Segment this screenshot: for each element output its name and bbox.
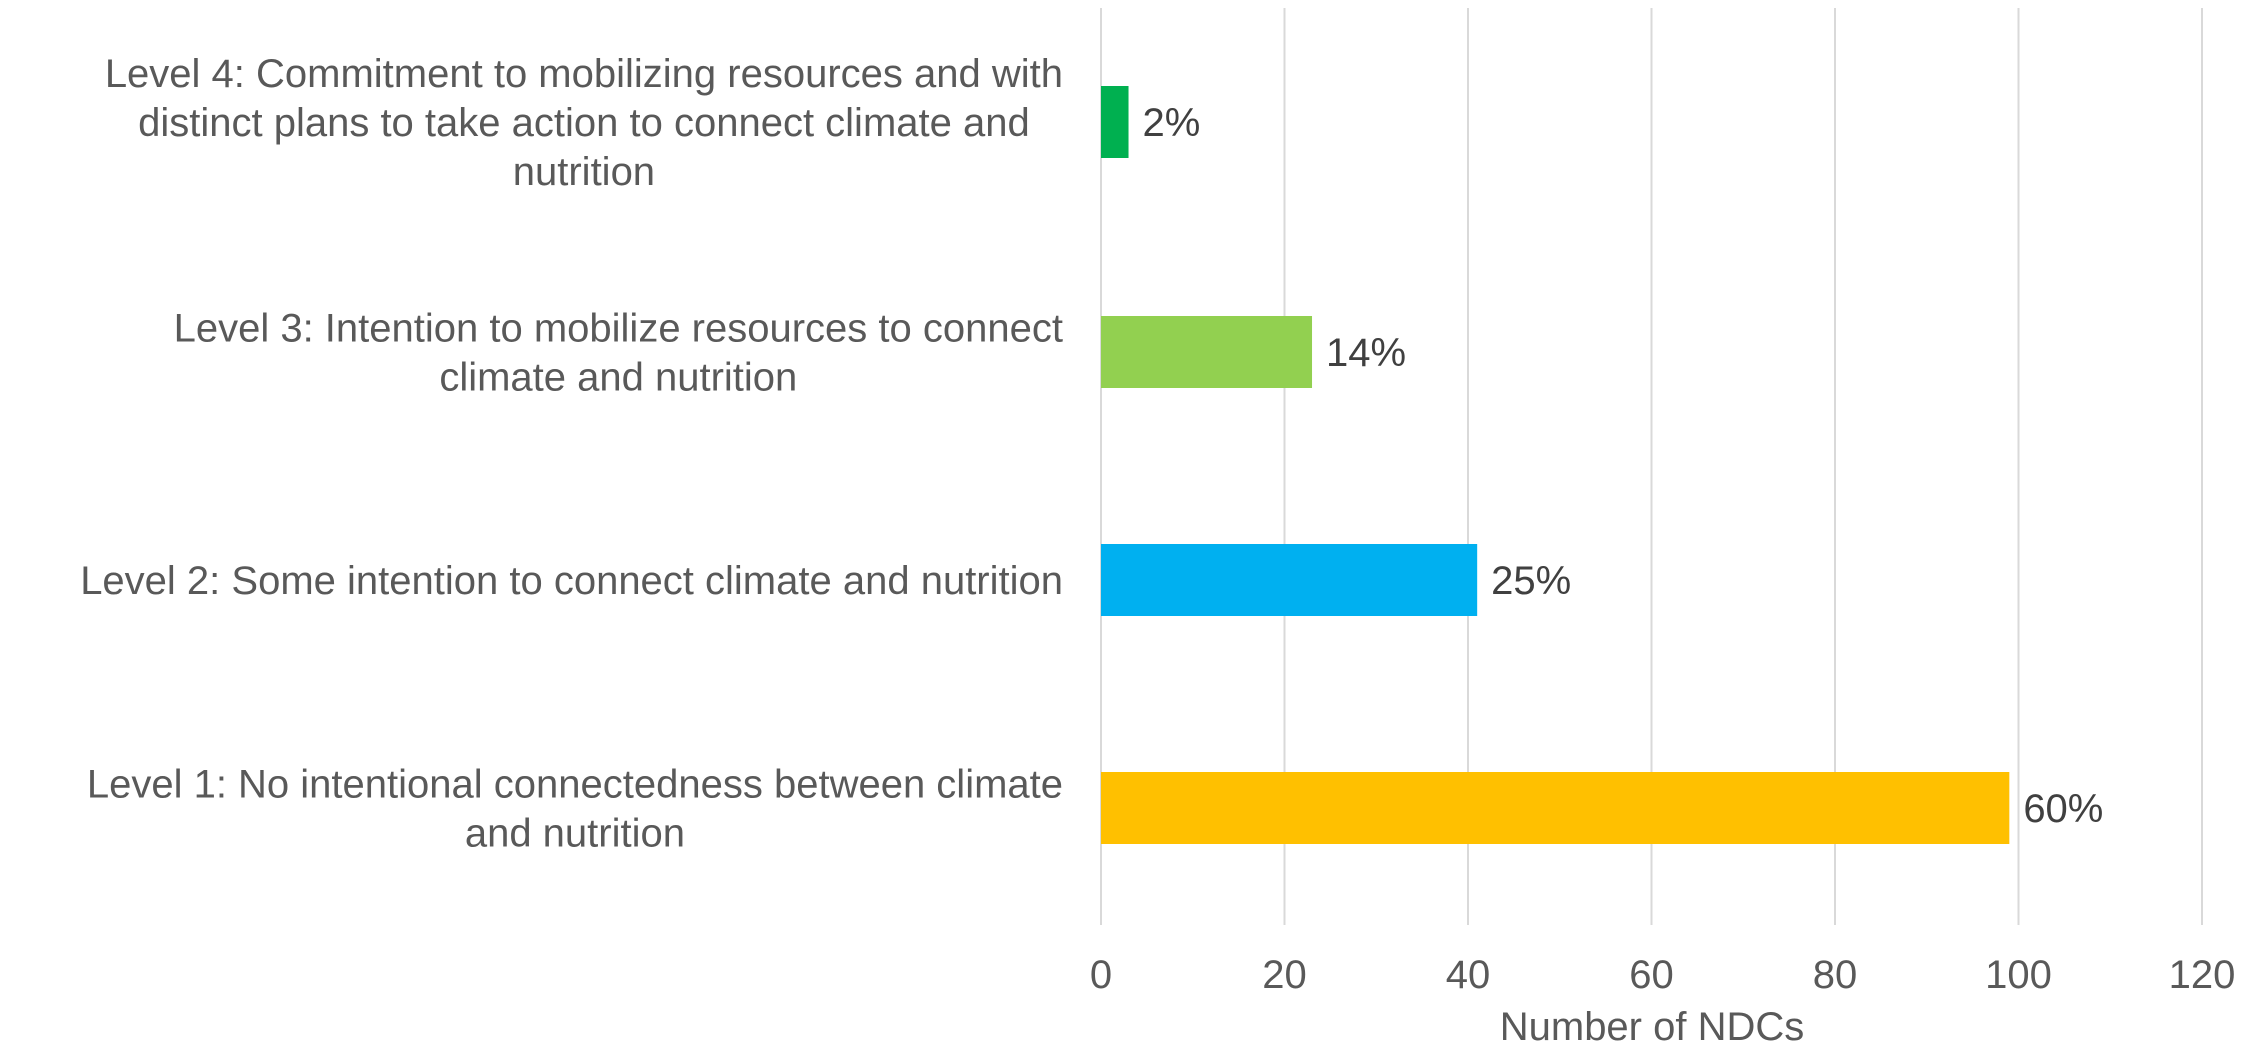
category-label: Level 1: No intentional connectedness be… [87,763,1063,856]
gridlines [1100,8,2203,925]
category-label-line: nutrition [513,150,655,194]
category-label-line: Level 1: No intentional connectedness be… [87,763,1063,807]
category-label: Level 3: Intention to mobilize resources… [174,307,1063,400]
category-label-line: and nutrition [465,812,685,856]
x-tick-label: 0 [1090,953,1112,997]
category-label-line: Level 3: Intention to mobilize resources… [174,307,1063,351]
x-axis-tick-labels: 0 20 40 60 80 100 120 [1090,953,2236,997]
x-tick-label: 100 [1985,953,2052,997]
bar [1101,772,2010,844]
x-tick-label: 80 [1813,953,1858,997]
data-label: 25% [1491,559,1571,603]
data-label: 2% [1143,101,1201,145]
category-label-line: Level 2: Some intention to connect clima… [80,559,1063,603]
data-label: 60% [2023,787,2103,831]
bar [1101,316,1313,388]
bar [1101,544,1478,616]
category-label-line: Level 4: Commitment to mobilizing resour… [105,52,1063,96]
bars [1101,86,2010,844]
bar [1101,86,1129,158]
x-tick-label: 40 [1446,953,1491,997]
data-label: 14% [1326,331,1406,375]
category-labels: Level 4: Commitment to mobilizing resour… [80,52,1063,856]
x-axis-title: Number of NDCs [1500,1005,1805,1048]
x-tick-label: 120 [2169,953,2236,997]
data-labels: 2% 14% 25% 60% [1143,101,2104,831]
x-tick-label: 20 [1262,953,1307,997]
category-label: Level 2: Some intention to connect clima… [80,559,1063,603]
category-label-line: climate and nutrition [439,356,797,400]
category-label-line: distinct plans to take action to connect… [138,101,1030,145]
x-tick-label: 60 [1629,953,1674,997]
category-label: Level 4: Commitment to mobilizing resour… [105,52,1063,194]
